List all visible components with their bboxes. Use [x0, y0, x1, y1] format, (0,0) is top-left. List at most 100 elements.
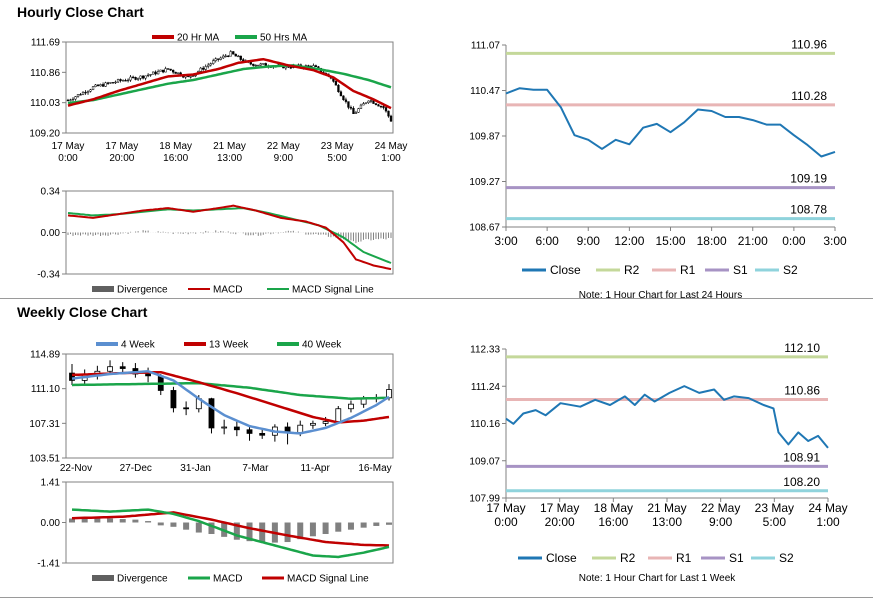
- hourly-candle-body: [169, 68, 172, 71]
- weekly-levels-x-label-date: 21 May: [647, 501, 686, 515]
- hourly-candle-body: [369, 100, 373, 102]
- hourly-ma50-line: [67, 64, 392, 105]
- weekly-levels-note: Note: 1 Hour Chart for Last 1 Week: [579, 573, 737, 584]
- hourly-candle-body: [136, 78, 140, 80]
- weekly-legend-signal-label: MACD Signal Line: [287, 574, 369, 585]
- hourly-levels-y-tick-label: 109.27: [469, 177, 500, 188]
- weekly-levels-x-label-time: 0:00: [494, 515, 518, 529]
- hourly-levels-legend-r2-label: R2: [624, 263, 640, 277]
- weekly-macd-line: [71, 508, 390, 559]
- hourly-macd-y-tick-label: 0.00: [41, 228, 61, 239]
- hourly-candle-body: [354, 112, 358, 114]
- hourly-levels-legend-close-label: Close: [550, 263, 581, 277]
- hourly-candle-body: [379, 105, 383, 108]
- hourly-candle-body: [121, 80, 125, 82]
- weekly-levels-x-label-time: 9:00: [709, 515, 733, 529]
- weekly-levels-x-label-time: 5:00: [763, 515, 787, 529]
- hourly-candle-body: [149, 74, 152, 76]
- weekly-levels-legend-s2-label: S2: [779, 551, 794, 565]
- weekly-candle-body: [208, 398, 215, 429]
- weekly-macd-y-tick-label: 0.00: [41, 518, 61, 529]
- weekly-divergence-bar: [233, 522, 240, 540]
- weekly-price-x-label: 16-May: [358, 463, 391, 474]
- weekly-divergence-bar: [373, 522, 380, 526]
- hourly-legend-ma20-label: 20 Hr MA: [177, 33, 220, 44]
- hourly-levels-close-line: [505, 87, 836, 158]
- hourly-price-x-label-date: 22 May: [267, 141, 300, 152]
- weekly-candle-body: [170, 390, 177, 409]
- weekly-levels-close-line: [505, 385, 829, 449]
- hourly-levels-level-label-r2: 110.96: [791, 37, 827, 51]
- weekly-candle-body: [246, 429, 253, 434]
- weekly-divergence-bar: [69, 518, 75, 523]
- hourly-candle-body: [119, 79, 122, 81]
- weekly-levels-legend-r2-label: R2: [620, 551, 636, 565]
- hourly-price-x-label-date: 24 May: [375, 141, 408, 152]
- weekly-candle-body: [297, 424, 304, 433]
- hourly-price-x-label-time: 1:00: [381, 153, 401, 164]
- hourly-candle-body: [164, 68, 167, 73]
- weekly-candle-body: [69, 372, 75, 381]
- hourly-candle-body: [339, 91, 343, 97]
- weekly-ma40-line: [71, 381, 390, 400]
- hourly-price-x-label-time: 16:00: [163, 153, 188, 164]
- hourly-levels-legend-s1-label: S1: [733, 263, 748, 277]
- hourly-candle-body: [199, 67, 202, 72]
- weekly-levels-x-label-date: 17 May: [540, 501, 579, 515]
- weekly-levels-x-label-date: 18 May: [594, 501, 633, 515]
- hourly-candle-body: [217, 58, 220, 60]
- hourly-price-y-tick-label: 109.20: [29, 129, 60, 140]
- weekly-divergence-bar: [183, 522, 190, 530]
- hourly-levels-y-tick-label: 111.07: [471, 41, 501, 52]
- hourly-candle-body: [224, 55, 227, 57]
- hourly-candle-body: [342, 95, 345, 101]
- hourly-candle-body: [362, 103, 365, 106]
- hourly-macd-signal-line: [67, 207, 392, 264]
- weekly-divergence-bar: [145, 521, 152, 523]
- weekly-divergence-bar: [132, 519, 139, 523]
- hourly-candle-body: [249, 62, 252, 65]
- hourly-candle-body: [177, 72, 180, 74]
- hourly-candle-body: [86, 91, 90, 94]
- hourly-price-x-label-time: 9:00: [274, 153, 294, 164]
- hourly-candle-body: [129, 76, 132, 81]
- weekly-divergence-bar: [386, 522, 392, 525]
- hourly-candle-body: [66, 99, 70, 102]
- weekly-candle-body: [259, 433, 266, 436]
- hourly-candle-body: [204, 66, 207, 70]
- hourly-candle-body: [69, 99, 72, 101]
- section-divider: [0, 298, 873, 299]
- weekly-levels-x-label-date: 22 May: [701, 501, 740, 515]
- weekly-legend-divergence-label: Divergence: [117, 574, 168, 585]
- hourly-candle-body: [349, 107, 353, 109]
- hourly-candle-body: [374, 103, 378, 105]
- hourly-price-y-tick-label: 111.69: [31, 38, 61, 49]
- weekly-divergence-bar: [284, 522, 291, 543]
- hourly-levels-note: Note: 1 Hour Chart for Last 24 Hours: [579, 290, 742, 301]
- hourly-macd-y-tick-label: 0.34: [41, 187, 61, 198]
- weekly-ma4-line: [71, 370, 390, 435]
- hourly-levels-y-tick-label: 110.47: [470, 86, 500, 97]
- hourly-candle-body: [289, 67, 292, 69]
- hourly-candle-body: [202, 67, 205, 70]
- hourly-price-x-label-time: 5:00: [327, 153, 347, 164]
- weekly-divergence-bar: [157, 522, 164, 526]
- weekly-levels-level-label-s1: 108.91: [783, 450, 820, 464]
- hourly-candle-body: [114, 81, 117, 84]
- hourly-levels-x-label: 21:00: [738, 234, 768, 248]
- hourly-candle-body: [234, 53, 237, 57]
- weekly-levels-x-label-date: 24 May: [808, 501, 847, 515]
- bottom-divider: [0, 597, 873, 598]
- weekly-levels-y-tick-label: 111.24: [471, 382, 501, 393]
- hourly-candle-body: [84, 91, 87, 94]
- weekly-levels-x-label-date: 23 May: [755, 501, 794, 515]
- weekly-macd-y-tick-label: 1.41: [41, 478, 61, 489]
- hourly-candle-body: [214, 58, 217, 61]
- hourly-candle-body: [167, 68, 170, 70]
- weekly-divergence-bar: [81, 518, 88, 523]
- hourly-candle-body: [344, 99, 348, 102]
- weekly-candle-body: [145, 373, 151, 377]
- hourly-legend-divergence-swatch: [92, 286, 114, 292]
- hourly-price-x-label-time: 13:00: [217, 153, 242, 164]
- hourly-levels-x-label: 3:00: [823, 234, 847, 248]
